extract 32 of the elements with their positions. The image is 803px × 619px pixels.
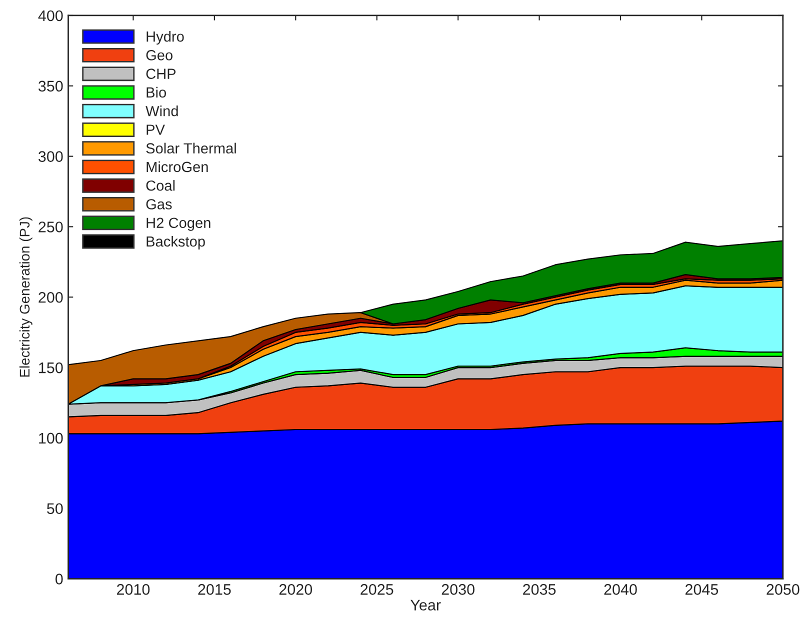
legend-label: H2 Cogen [146,218,210,231]
x-tick-label: 2040 [604,584,637,595]
y-axis-title: Electricity Generation (PJ) [19,217,32,377]
legend-label: Hydro [146,31,184,45]
x-tick-label: 2010 [117,584,150,595]
legend-label: Coal [146,180,175,191]
y-tick-label: 0 [55,574,63,584]
legend-label: Solar Thermal [146,142,236,154]
y-tick-label: 300 [38,151,63,162]
legend-label: Geo [146,50,172,60]
legend-label: PV [146,124,165,135]
y-tick-label: 350 [38,80,63,92]
x-axis-title: Year [410,600,441,610]
legend-label: MicroGen [146,161,208,172]
legend-label: Bio [146,86,166,98]
legend-label: Wind [146,106,178,116]
legend-label: CHP [146,68,176,79]
x-tick-label: 2015 [198,584,231,595]
x-tick-label: 2050 [766,584,800,595]
x-tick-label: 2045 [685,584,718,595]
y-tick-label: 400 [38,10,63,22]
legend-label: Backstop [146,236,205,250]
x-tick-label: 2035 [523,584,556,595]
x-tick-label: 2020 [279,584,312,595]
y-tick-label: 50 [47,503,63,514]
y-tick-label: 150 [39,362,63,374]
y-tick-label: 200 [38,292,63,303]
x-tick-label: 2030 [442,584,474,595]
legend-label: Gas [146,199,172,210]
y-tick-label: 100 [39,432,63,444]
y-tick-label: 250 [38,222,63,232]
x-tick-label: 2025 [360,584,394,595]
